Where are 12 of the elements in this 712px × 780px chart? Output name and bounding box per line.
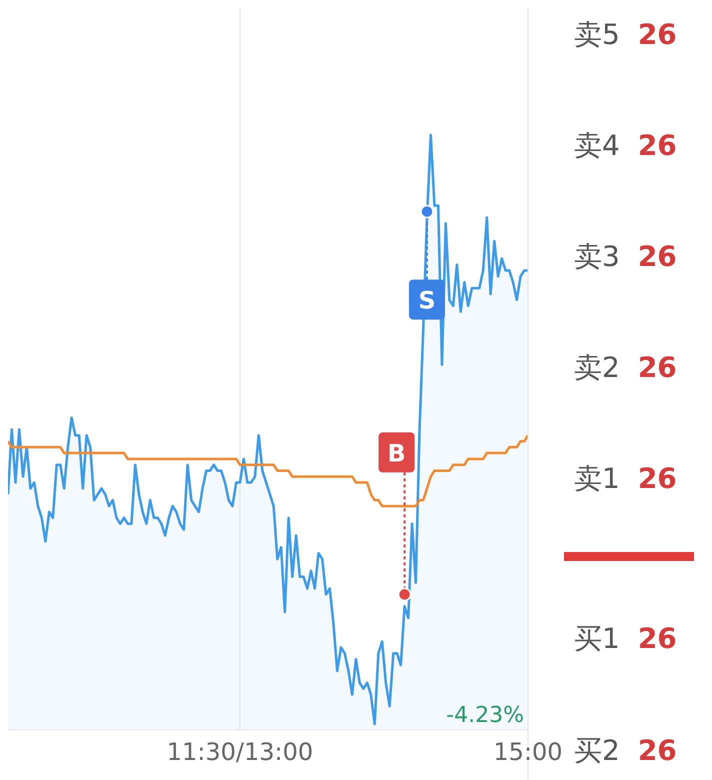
text: 卖3 26 — [574, 240, 677, 273]
text: 卖2 26 — [574, 351, 677, 384]
text: 买2 26 — [574, 734, 677, 767]
text: S — [418, 286, 436, 315]
x-tick-label: 15:00 — [493, 738, 563, 766]
text: 卖1 26 — [574, 462, 677, 495]
text: 卖5 26 — [574, 18, 677, 51]
text: 卖4 26 — [574, 129, 677, 162]
text: 买1 26 — [574, 622, 677, 655]
x-tick-label: 11:30/13:00 — [166, 738, 314, 766]
annotation: -4.23% — [446, 703, 524, 728]
text: B — [387, 439, 406, 468]
